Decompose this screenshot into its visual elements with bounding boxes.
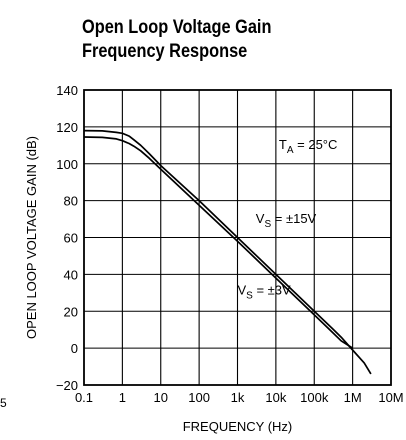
series-label-value: = ±15V — [271, 211, 316, 226]
x-tick-label: 100 — [188, 390, 210, 405]
y-tick-label: 140 — [56, 83, 78, 98]
grid — [84, 90, 391, 385]
y-tick-label: 0 — [71, 341, 78, 356]
chart-title-line-2: Frequency Response — [82, 41, 248, 62]
x-tick-label: 10k — [265, 390, 286, 405]
x-axis-label: FREQUENCY (Hz) — [183, 419, 293, 434]
x-tick-label: 1k — [231, 390, 245, 405]
y-tick-label: −20 — [56, 378, 78, 393]
tick-labels: 0.1 1 10 100 1k 10k 100k 1M 10M −20 0 20 40 60 80 100 12… — [56, 83, 404, 405]
chart-title: Open Loop Voltage Gain Frequency Respons… — [82, 16, 271, 64]
x-tick-label: 0.1 — [75, 390, 93, 405]
y-tick-label: 60 — [64, 231, 78, 246]
series-label-value: = ±3V — [253, 283, 291, 298]
x-tick-label: 10 — [154, 390, 168, 405]
x-tick-label: 100k — [300, 390, 329, 405]
y-tick-label: 100 — [56, 157, 78, 172]
y-axis-label: OPEN LOOP VOLTAGE GAIN (dB) — [24, 136, 39, 339]
y-tick-label: 120 — [56, 120, 78, 135]
y-tick-label: 40 — [64, 267, 78, 282]
series-label-symbol: V — [238, 283, 247, 298]
series-label-subscript: S — [246, 291, 253, 302]
series-line — [83, 136, 354, 349]
annotation-value: = 25°C — [294, 137, 338, 152]
series-label-symbol: V — [256, 211, 265, 226]
plot-frame — [83, 89, 392, 386]
x-tick-label: 1M — [344, 390, 362, 405]
annotation-symbol: T — [279, 137, 287, 152]
temperature-annotation: TA = 25°C — [279, 137, 338, 156]
annotation-subscript: A — [287, 145, 294, 156]
series-label-subscript: S — [264, 219, 271, 230]
series-lines — [83, 129, 372, 375]
series-line — [83, 129, 372, 375]
series-label-vs-15v: VS = ±15V — [256, 211, 317, 230]
y-tick-label: 80 — [64, 194, 78, 209]
chart-title-line-1: Open Loop Voltage Gain — [82, 17, 272, 38]
series-label-vs-3v: VS = ±3V — [238, 283, 292, 302]
x-tick-label: 1 — [119, 390, 126, 405]
x-tick-label: 10M — [378, 390, 403, 405]
page-margin-mark: 5 — [0, 396, 7, 410]
y-tick-label: 20 — [64, 304, 78, 319]
